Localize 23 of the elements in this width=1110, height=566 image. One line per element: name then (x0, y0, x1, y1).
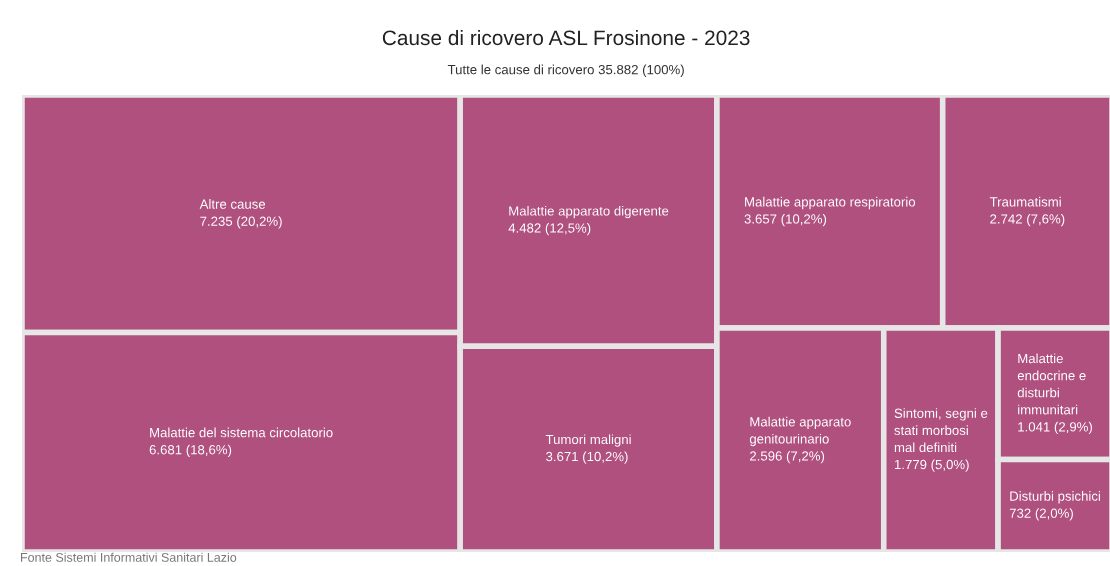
category-label: Traumatismi (989, 196, 1061, 207)
text: Tutte le cause di ricovero 35.882 (100%) (447, 64, 684, 77)
category-label: Disturbi psichici (1010, 491, 1100, 504)
data-label: 1.779 (5,0%) (894, 459, 969, 472)
source-note: Fonte Sistemi Informativi Sanitari Lazio (21, 552, 237, 562)
data-label: 2.596 (7,2%) (750, 450, 825, 464)
category-label: Malattie apparato respiratorio (745, 196, 916, 210)
data-label: 2.742 (7,6%) (990, 213, 1065, 227)
category-label: Tumori maligni (545, 434, 631, 447)
text: Cause di ricovero ASL Frosinone - 2023 (382, 29, 750, 46)
data-label: 3.671 (10,2%) (546, 451, 628, 464)
data-label: 1.041 (2,9%) (1018, 421, 1092, 435)
data-label: 7.235 (20,2%) (200, 216, 282, 229)
category-label: Sintomi, segni e stati morbosi mal definiti (894, 408, 988, 453)
data-label: 3.657 (10,2%) (744, 213, 827, 227)
category-label: Malattie del sistema circolatorio (150, 427, 333, 438)
data-label: 732 (2,0%) (1009, 508, 1073, 521)
category-label: Malattie endocrine e disturbi immunitari (1017, 353, 1086, 415)
data-label: 4.482 (12,5%) (508, 223, 591, 236)
category-label: Malattie apparato genitourinario (749, 416, 851, 447)
category-label: Altre cause (199, 199, 266, 209)
data-label: 6.681 (18,6%) (149, 444, 232, 457)
category-label: Malattie apparato digerente (509, 205, 669, 219)
